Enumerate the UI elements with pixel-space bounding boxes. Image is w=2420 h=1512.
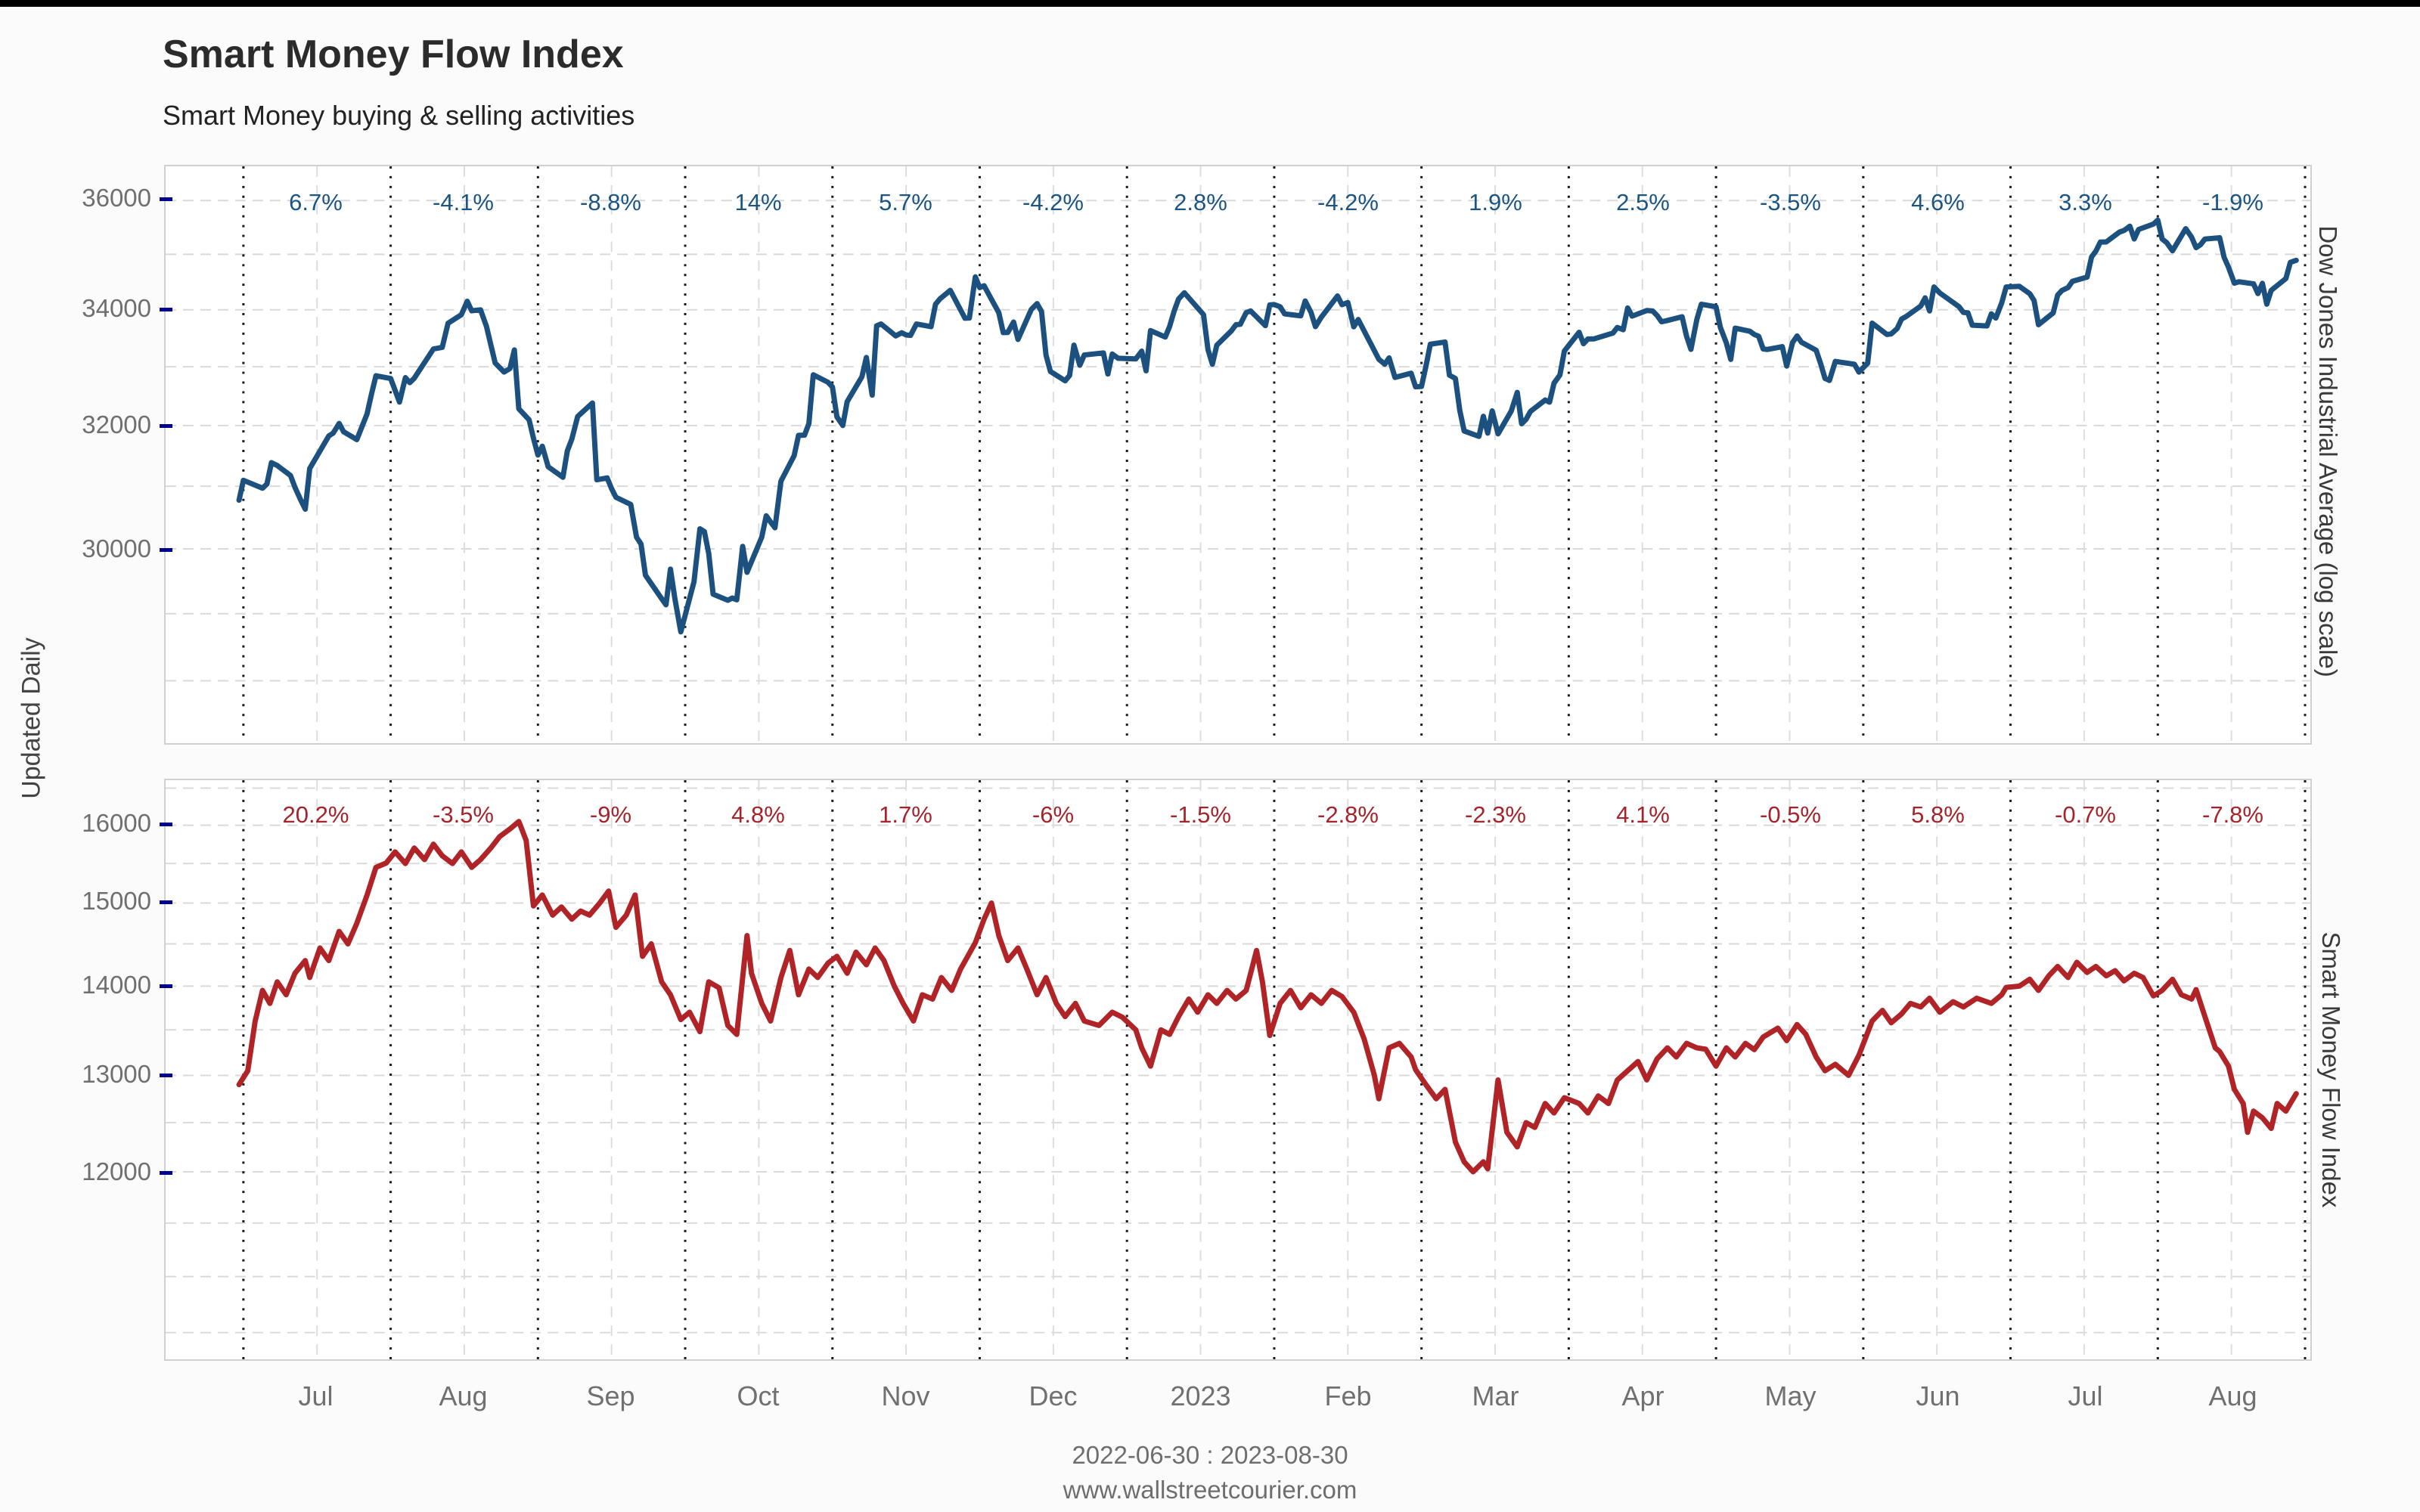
- y-tick-label: 16000: [82, 808, 151, 837]
- x-axis-month-label: Feb: [1324, 1380, 1372, 1411]
- y-tick-label: 12000: [82, 1157, 151, 1185]
- y-tick-label: 32000: [82, 410, 151, 438]
- monthly-pct-change-label: 4.6%: [1911, 189, 1965, 215]
- smfi-right-axis-label: Smart Money Flow Index: [2317, 931, 2345, 1208]
- website-label: www.wallstreetcourier.com: [1063, 1476, 1357, 1504]
- smfi-panel: [164, 779, 2312, 1361]
- monthly-pct-change-label: 14%: [734, 189, 782, 215]
- x-axis-month-label: Nov: [881, 1380, 930, 1411]
- x-axis-month-label: Aug: [2208, 1380, 2257, 1411]
- x-axis-month-label: Jul: [298, 1380, 334, 1411]
- y-tick-mark: [160, 1074, 172, 1078]
- x-axis-month-label: Jun: [1916, 1380, 1960, 1411]
- x-axis-month-label: Jul: [2068, 1380, 2103, 1411]
- x-axis-month-label: Apr: [1621, 1380, 1665, 1411]
- monthly-pct-change-label: 1.7%: [879, 801, 932, 828]
- y-tick-mark: [160, 822, 172, 826]
- monthly-pct-change-label: 3.3%: [2059, 189, 2112, 215]
- x-axis-month-label: Oct: [737, 1380, 780, 1411]
- monthly-pct-change-label: 20.2%: [282, 801, 349, 828]
- y-tick-mark: [160, 984, 172, 988]
- left-axis-label: Updated Daily: [17, 637, 46, 799]
- monthly-pct-change-label: -8.8%: [580, 189, 641, 215]
- monthly-pct-change-label: 2.8%: [1174, 189, 1227, 215]
- djia-line-chart: [166, 166, 2310, 743]
- monthly-pct-change-label: 4.1%: [1616, 801, 1670, 828]
- monthly-pct-change-label: -0.5%: [1760, 801, 1821, 828]
- monthly-pct-change-label: -2.3%: [1465, 801, 1526, 828]
- x-axis-month-label: May: [1764, 1380, 1817, 1411]
- djia-panel: [164, 165, 2312, 745]
- y-tick-label: 15000: [82, 887, 151, 916]
- monthly-pct-change-label: 1.9%: [1469, 189, 1522, 215]
- y-tick-label: 30000: [82, 534, 151, 562]
- monthly-pct-change-label: 5.8%: [1911, 801, 1965, 828]
- x-axis-month-label: Sep: [586, 1380, 635, 1411]
- monthly-pct-change-label: -0.7%: [2055, 801, 2116, 828]
- x-axis-month-label: Dec: [1028, 1380, 1078, 1411]
- monthly-pct-change-label: 4.8%: [731, 801, 785, 828]
- top-border-bar: [0, 0, 2420, 7]
- djia-right-axis-label: Dow Jones Industrial Average (log scale): [2314, 225, 2342, 677]
- monthly-pct-change-label: -3.5%: [1760, 189, 1821, 215]
- y-tick-mark: [160, 423, 172, 428]
- monthly-pct-change-label: 2.5%: [1616, 189, 1670, 215]
- monthly-pct-change-label: -4.2%: [1022, 189, 1084, 215]
- y-tick-label: 34000: [82, 293, 151, 322]
- x-axis-month-label: Mar: [1472, 1380, 1519, 1411]
- monthly-pct-change-label: -7.8%: [2202, 801, 2263, 828]
- monthly-pct-change-label: -9%: [589, 801, 632, 828]
- page-title: Smart Money Flow Index: [163, 33, 624, 76]
- monthly-pct-change-label: -3.5%: [433, 801, 494, 828]
- monthly-pct-change-label: -4.1%: [433, 189, 494, 215]
- y-tick-mark: [160, 197, 172, 202]
- monthly-pct-change-label: -6%: [1032, 801, 1075, 828]
- page-subtitle: Smart Money buying & selling activities: [163, 100, 635, 131]
- date-range-label: 2022-06-30 : 2023-08-30: [1072, 1441, 1348, 1469]
- y-tick-mark: [160, 900, 172, 905]
- y-tick-mark: [160, 1170, 172, 1175]
- x-axis-month-label: 2023: [1170, 1380, 1231, 1411]
- y-tick-mark: [160, 307, 172, 311]
- x-axis-month-label: Aug: [439, 1380, 488, 1411]
- y-tick-label: 14000: [82, 970, 151, 999]
- y-tick-label: 13000: [82, 1060, 151, 1089]
- monthly-pct-change-label: 6.7%: [289, 189, 343, 215]
- monthly-pct-change-label: -4.2%: [1317, 189, 1379, 215]
- smfi-line-chart: [166, 780, 2310, 1359]
- y-tick-mark: [160, 547, 172, 552]
- y-tick-label: 36000: [82, 184, 151, 212]
- monthly-pct-change-label: -1.5%: [1170, 801, 1231, 828]
- monthly-pct-change-label: 5.7%: [879, 189, 932, 215]
- monthly-pct-change-label: -1.9%: [2202, 189, 2263, 215]
- monthly-pct-change-label: -2.8%: [1317, 801, 1379, 828]
